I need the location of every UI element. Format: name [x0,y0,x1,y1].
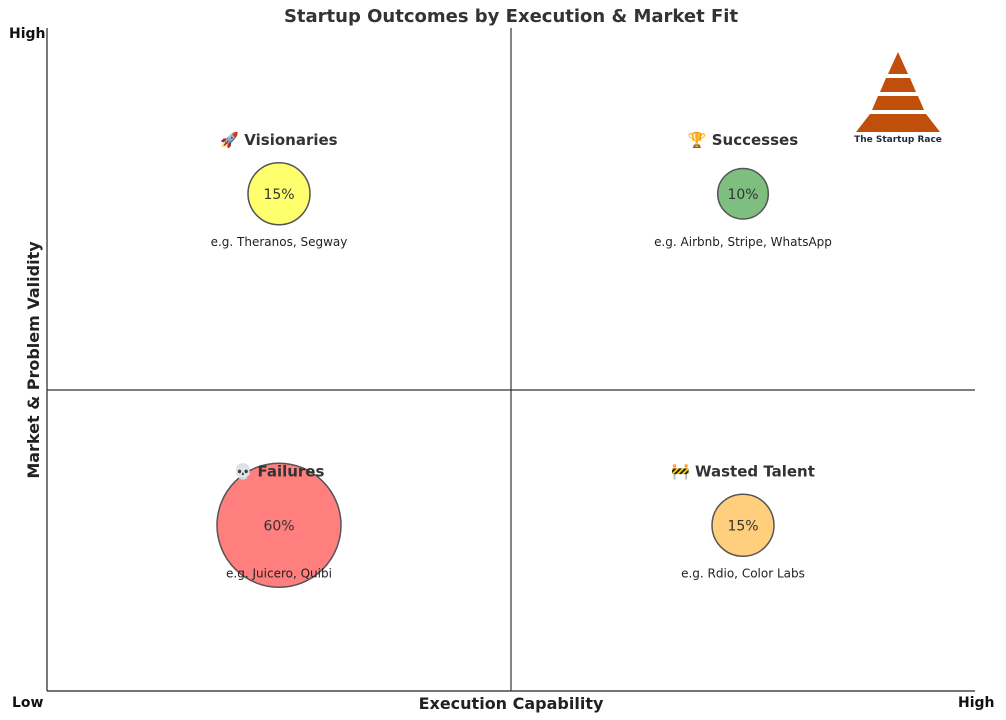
bubble-failures [216,462,342,588]
y-axis-label: Market & Problem Validity [24,241,43,479]
quadrant-label-visionaries: 🚀 Visionaries [220,131,337,149]
value-label-failures: 60% [263,518,294,534]
quadrant-label-successes: 🏆 Successes [688,131,798,149]
logo-pyramid-base [856,114,940,132]
example-label-successes: e.g. Airbnb, Stripe, WhatsApp [654,235,832,249]
startup-race-logo: The Startup Race [854,52,942,145]
logo-pyramid-band-2 [880,78,916,92]
value-label-wasted-talent: 15% [727,518,758,534]
x-tick-low: Low [12,695,44,711]
quadrant-label-wasted-talent: 🚧 Wasted Talent [671,462,815,480]
logo-pyramid-band-3 [872,96,924,110]
logo-text: The Startup Race [854,135,942,145]
example-label-wasted-talent: e.g. Rdio, Color Labs [681,566,805,580]
bubble-visionaries [247,162,311,226]
x-tick-high: High [958,695,995,711]
value-label-visionaries: 15% [263,187,294,203]
bubble-successes [716,167,770,220]
logo-pyramid-top [888,52,908,74]
example-label-failures: e.g. Juicero, Quibi [226,566,332,580]
chart-title: Startup Outcomes by Execution & Market F… [284,6,739,27]
bubble-wasted-talent [711,493,775,557]
y-tick-high: High [9,26,46,42]
x-axis-label: Execution Capability [419,694,604,713]
example-label-visionaries: e.g. Theranos, Segway [211,235,348,249]
value-label-successes: 10% [727,187,758,203]
quadrant-label-failures: 💀 Failures [234,462,325,480]
chart-marks: 🚀 Visionaries 15% e.g. Theranos, Segway 🏆 S… [211,131,832,588]
